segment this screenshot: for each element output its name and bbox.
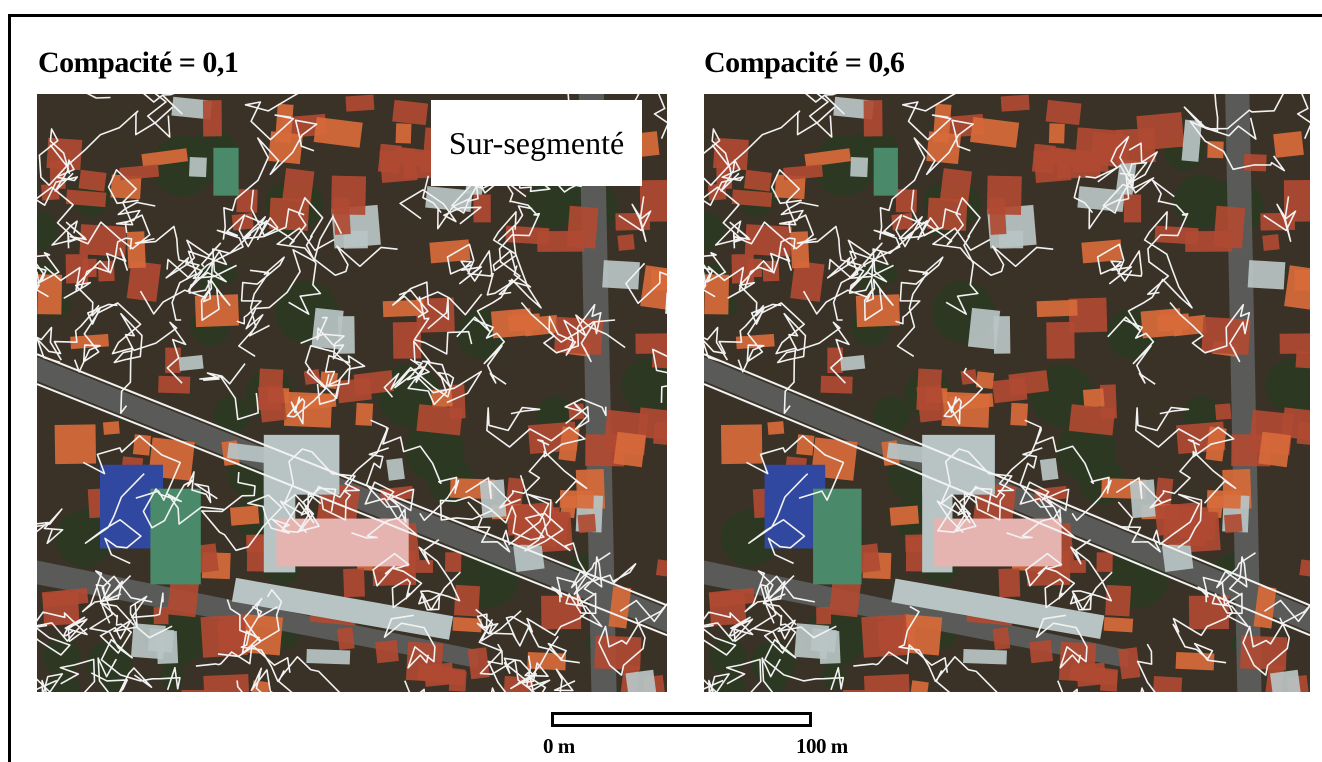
scale-min-label: 0 m (543, 734, 575, 758)
left-panel-title: Compacité = 0,1 (38, 46, 239, 79)
right-panel-title: Compacité = 0,6 (704, 46, 905, 79)
right-segmentation-image (704, 94, 1310, 692)
scale-max-label: 100 m (796, 734, 848, 758)
aerial-scene (704, 94, 1310, 692)
scale-bar (551, 712, 812, 727)
frame-top-border (8, 14, 1322, 17)
frame-left-border (8, 14, 11, 762)
over-segmented-label: Sur-segmenté (431, 100, 642, 186)
